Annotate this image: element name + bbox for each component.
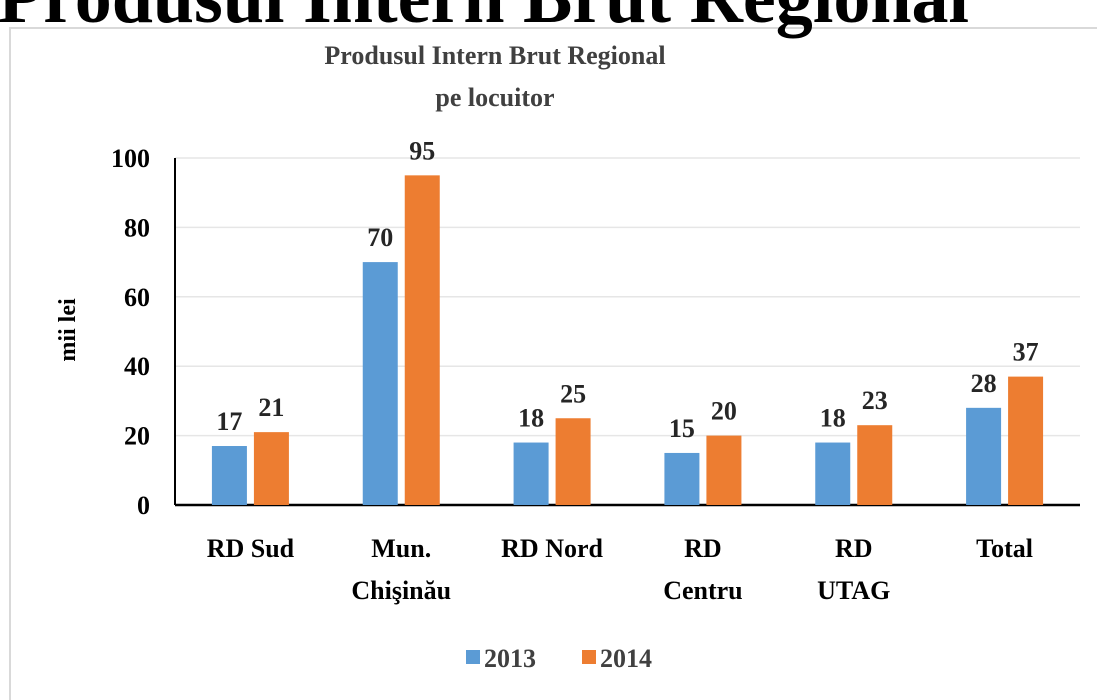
bar	[815, 442, 851, 505]
bar	[1008, 376, 1044, 505]
y-axis-label: mii lei	[55, 298, 81, 362]
x-tick-label: Centru	[663, 576, 742, 605]
legend-label: 2013	[484, 644, 536, 673]
data-label: 37	[1013, 338, 1039, 367]
bar	[966, 407, 1002, 505]
bar	[211, 446, 247, 505]
y-tick-label: 60	[124, 283, 150, 312]
bar	[857, 425, 893, 505]
data-label: 15	[669, 414, 695, 443]
page-heading: Produsul Intern Brut Regional	[0, 0, 969, 39]
legend-swatch	[466, 650, 480, 664]
data-label: 25	[560, 379, 586, 408]
x-tick-label: RD Sud	[207, 534, 295, 563]
data-label: 18	[518, 404, 544, 433]
data-label: 20	[711, 397, 737, 426]
x-tick-label: Mun.	[371, 534, 431, 563]
x-tick-label: UTAG	[817, 576, 890, 605]
y-tick-label: 20	[124, 422, 150, 451]
bar	[404, 175, 440, 505]
bar	[664, 452, 700, 505]
data-label: 18	[820, 404, 846, 433]
bar	[706, 435, 742, 505]
data-label: 17	[216, 407, 242, 436]
bar	[555, 418, 591, 505]
bar	[253, 432, 289, 505]
y-tick-label: 100	[111, 144, 150, 173]
chart-frame	[9, 27, 1097, 700]
chart-title: pe locuitor	[435, 83, 554, 112]
x-tick-label: RD	[835, 534, 873, 563]
data-label: 95	[409, 136, 435, 165]
data-label: 70	[367, 223, 393, 252]
data-label: 21	[258, 393, 284, 422]
data-label: 23	[862, 386, 888, 415]
legend-swatch	[582, 650, 596, 664]
chart-title: Produsul Intern Brut Regional	[324, 41, 665, 70]
bar	[362, 262, 398, 505]
legend-label: 2014	[600, 644, 652, 673]
x-tick-label: RD Nord	[501, 534, 603, 563]
x-tick-label: Total	[976, 534, 1033, 563]
bar	[513, 442, 549, 505]
data-label: 28	[971, 369, 997, 398]
y-tick-label: 40	[124, 352, 150, 381]
y-tick-label: 80	[124, 213, 150, 242]
x-tick-label: RD	[684, 534, 722, 563]
x-tick-label: Chişinău	[351, 576, 451, 605]
y-tick-label: 0	[137, 491, 150, 520]
